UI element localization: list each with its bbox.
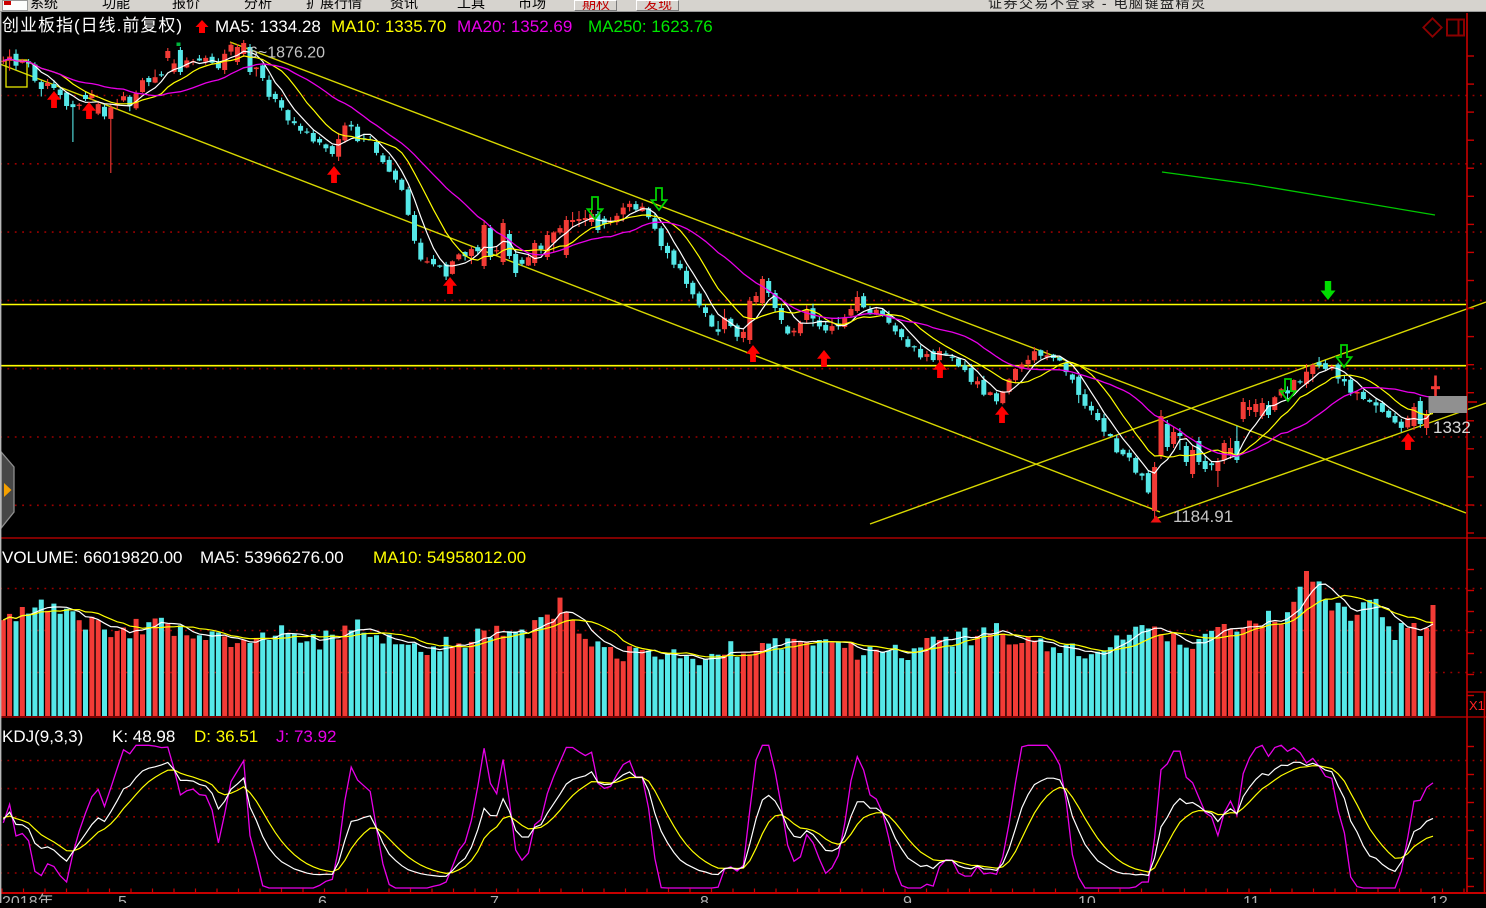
svg-text:6: 6 [318,894,327,903]
svg-text:MA5: 1334.28: MA5: 1334.28 [215,17,321,36]
svg-text:KDJ(9,3,3): KDJ(9,3,3) [2,727,83,746]
svg-text:MA10: 54958012.00: MA10: 54958012.00 [373,548,526,567]
svg-text:1332: 1332 [1433,418,1471,437]
svg-text:10: 10 [1078,894,1096,903]
svg-text:X1: X1 [1469,698,1485,713]
svg-text:VOLUME: 66019820.00: VOLUME: 66019820.00 [2,548,183,567]
svg-text:K: 48.98: K: 48.98 [112,727,175,746]
svg-text:MA20: 1352.69: MA20: 1352.69 [457,17,572,36]
svg-text:8: 8 [700,894,709,903]
svg-text:6~1876.20: 6~1876.20 [249,45,325,62]
svg-text:7: 7 [490,894,499,903]
svg-text:MA5: 53966276.00: MA5: 53966276.00 [200,548,344,567]
svg-text:5: 5 [118,894,127,903]
svg-text:2018年: 2018年 [2,893,54,903]
svg-text:MA250: 1623.76: MA250: 1623.76 [588,17,713,36]
svg-text:J: 73.92: J: 73.92 [276,727,337,746]
svg-text:创业板指(日线.前复权): 创业板指(日线.前复权) [2,16,183,35]
svg-text:12: 12 [1430,894,1448,903]
svg-text:11: 11 [1243,894,1260,903]
svg-text:D: 36.51: D: 36.51 [194,727,258,746]
svg-text:MA10: 1335.70: MA10: 1335.70 [331,17,446,36]
svg-text:1184.91: 1184.91 [1173,507,1233,526]
svg-text:9: 9 [903,894,912,903]
